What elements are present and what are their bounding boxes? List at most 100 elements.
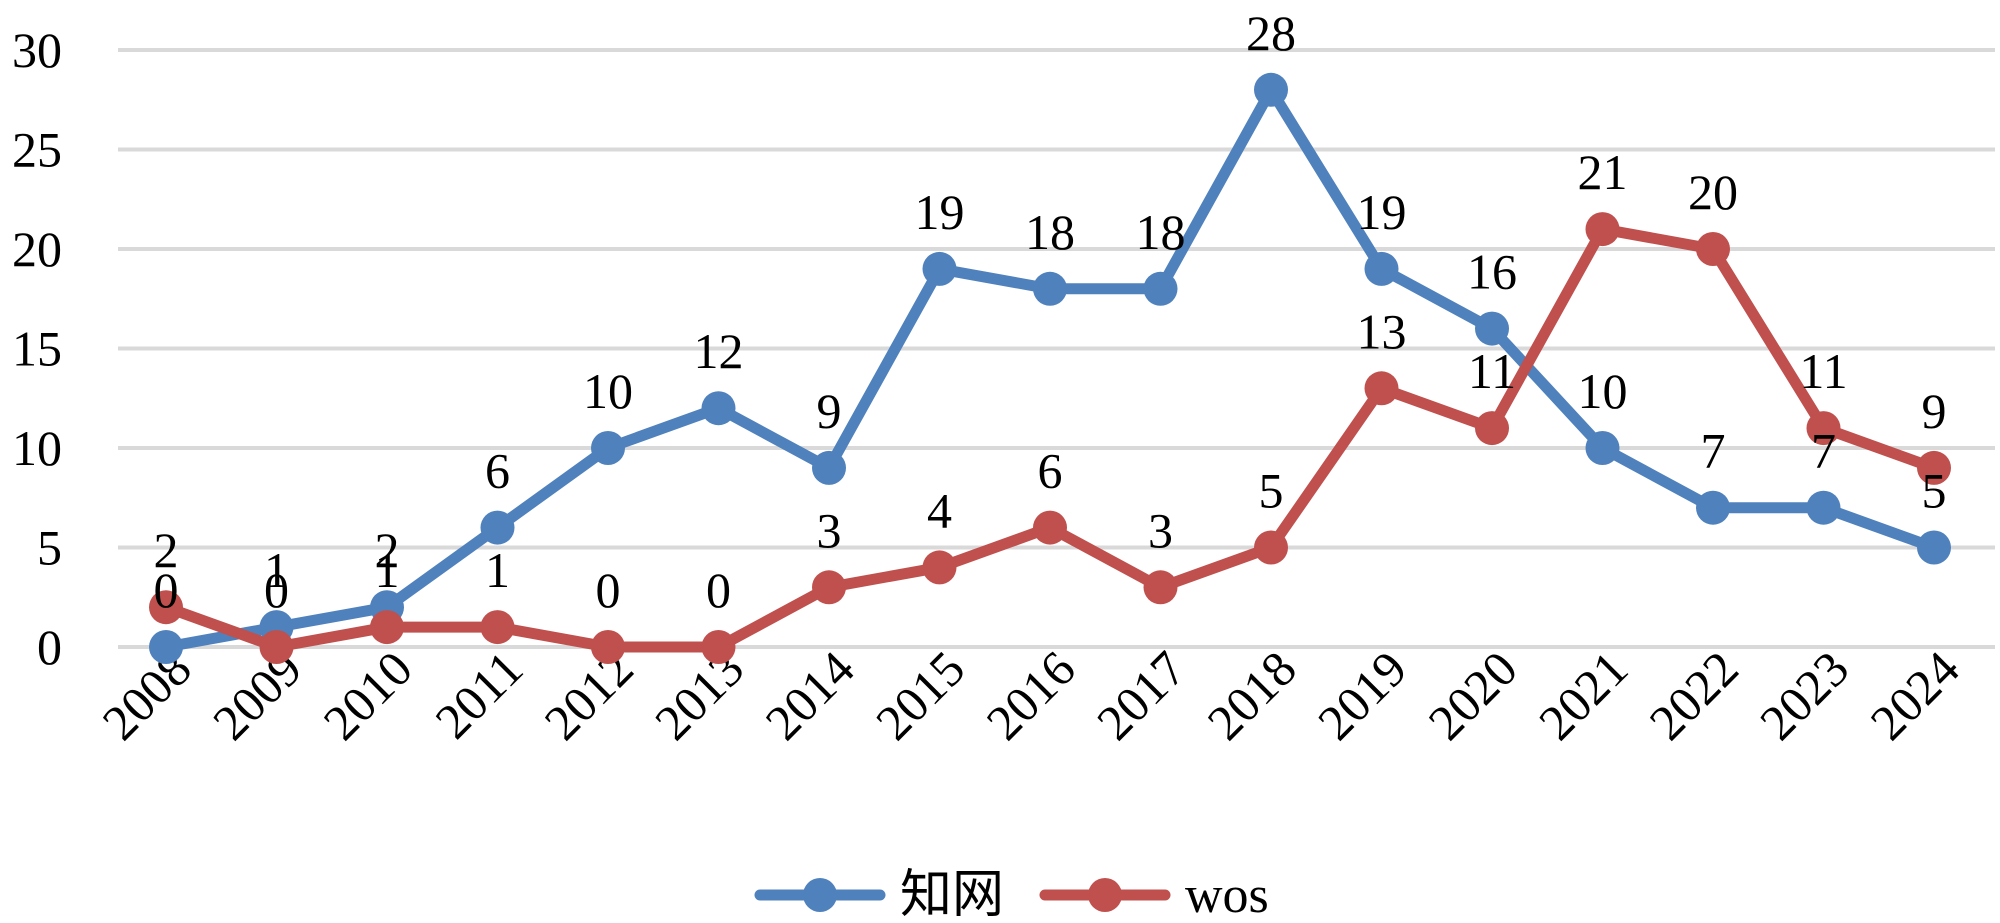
data-point-wos <box>1033 510 1067 545</box>
data-label-zhiwang: 18 <box>1136 204 1186 260</box>
y-tick-label: 5 <box>37 520 62 576</box>
data-point-zhiwang <box>1254 72 1288 107</box>
data-point-zhiwang <box>1364 251 1399 286</box>
data-label-wos: 13 <box>1357 303 1407 359</box>
y-tick-label: 20 <box>12 221 62 277</box>
data-point-wos <box>259 630 294 664</box>
legend-label-zhiwang: 知网 <box>900 867 1004 923</box>
y-tick-label: 10 <box>12 420 62 476</box>
data-point-zhiwang <box>812 450 846 485</box>
series <box>149 72 1951 664</box>
data-point-wos <box>480 610 515 645</box>
x-tick-label: 2017 <box>1086 640 1196 750</box>
data-point-wos <box>1254 530 1288 565</box>
data-point-wos <box>1806 411 1841 446</box>
data-point-zhiwang <box>701 391 736 426</box>
x-tick-label: 2022 <box>1638 640 1748 750</box>
data-label-zhiwang: 5 <box>1922 463 1947 519</box>
data-point-zhiwang <box>922 251 957 286</box>
data-label-zhiwang: 2 <box>375 522 400 578</box>
data-label-wos: 2 <box>154 522 179 578</box>
data-label-wos: 0 <box>264 562 289 618</box>
series-wos <box>149 212 1951 664</box>
data-label-zhiwang: 28 <box>1246 5 1296 61</box>
data-point-zhiwang <box>480 510 515 545</box>
data-point-wos <box>701 630 736 664</box>
data-label-zhiwang: 9 <box>817 383 842 439</box>
x-tick-label: 2012 <box>533 640 643 750</box>
data-point-wos <box>1143 570 1178 605</box>
data-point-wos <box>1475 411 1509 446</box>
data-label-wos: 5 <box>1259 463 1284 519</box>
legend-marker-wos <box>1088 878 1122 912</box>
data-point-wos <box>370 610 404 645</box>
series-line-zhiwang <box>160 84 1940 653</box>
y-tick-label: 30 <box>12 22 62 78</box>
x-tick-label: 2010 <box>312 640 422 750</box>
legend-label-wos: wos <box>1185 867 1269 923</box>
data-label-zhiwang: 12 <box>694 323 744 379</box>
data-point-wos <box>1364 371 1399 406</box>
legend-marker-zhiwang <box>803 878 837 912</box>
x-tick-label: 2015 <box>865 640 975 750</box>
data-label-wos: 11 <box>1799 343 1847 399</box>
data-label-zhiwang: 10 <box>1578 363 1628 419</box>
data-label-wos: 4 <box>927 482 952 538</box>
data-label-wos: 1 <box>485 542 510 598</box>
data-label-wos: 9 <box>1922 383 1947 439</box>
data-label-zhiwang: 18 <box>1025 204 1075 260</box>
data-point-zhiwang <box>1917 530 1951 565</box>
data-label-zhiwang: 7 <box>1701 423 1726 479</box>
data-point-wos <box>149 590 183 625</box>
data-label-zhiwang: 10 <box>583 363 633 419</box>
data-label-zhiwang: 1 <box>264 542 289 598</box>
data-label-wos: 3 <box>817 502 842 558</box>
data-point-zhiwang <box>1806 490 1841 525</box>
x-tick-label: 2016 <box>975 640 1085 750</box>
y-tick-label: 25 <box>12 122 62 178</box>
y-tick-label: 15 <box>12 321 62 377</box>
grid <box>118 48 1995 649</box>
x-tick-label: 2023 <box>1749 640 1859 750</box>
x-tick-label: 2009 <box>202 640 312 750</box>
data-label-zhiwang: 16 <box>1467 244 1517 300</box>
x-tick-label: 2019 <box>1307 640 1417 750</box>
y-axis: 0 5 10 15 20 25 30 <box>12 22 62 675</box>
x-tick-label: 2011 <box>424 640 533 749</box>
data-label-wos: 1 <box>375 542 400 598</box>
data-label-wos: 21 <box>1578 144 1628 200</box>
data-label-wos: 6 <box>1038 443 1063 499</box>
data-point-zhiwang <box>1696 490 1730 525</box>
data-point-zhiwang <box>1143 271 1178 306</box>
x-tick-label: 2021 <box>1528 640 1638 750</box>
x-tick-label: 2014 <box>754 640 864 750</box>
data-label-wos: 20 <box>1688 164 1738 220</box>
data-point-zhiwang <box>149 630 183 664</box>
data-label-zhiwang: 7 <box>1811 423 1836 479</box>
data-point-wos <box>1696 232 1730 266</box>
data-point-zhiwang <box>1033 271 1067 306</box>
data-point-wos <box>591 630 625 664</box>
data-point-wos <box>1917 450 1951 485</box>
data-label-wos: 3 <box>1148 502 1173 558</box>
data-label-wos: 0 <box>706 562 731 618</box>
data-label-zhiwang: 0 <box>154 562 179 618</box>
y-tick-label: 0 <box>37 619 62 675</box>
legend-item-zhiwang: 知网 <box>754 867 1004 923</box>
data-label-zhiwang: 19 <box>1357 184 1407 240</box>
x-tick-label: 2024 <box>1859 640 1969 750</box>
series-zhiwang <box>149 72 1951 664</box>
x-axis: 2008 2009 2010 2011 2012 2013 2014 2015 2016 2017… <box>91 640 1969 750</box>
data-point-zhiwang <box>1585 431 1620 465</box>
data-label-zhiwang: 19 <box>915 184 965 240</box>
data-label-wos: 0 <box>596 562 621 618</box>
legend: 知网 wos <box>754 867 1269 923</box>
data-point-zhiwang <box>1475 311 1509 346</box>
data-label-zhiwang: 6 <box>485 443 510 499</box>
x-tick-label: 2020 <box>1417 640 1527 750</box>
data-point-wos <box>1585 212 1620 247</box>
x-tick-label: 2013 <box>644 640 754 750</box>
x-tick-label: 2008 <box>91 640 201 750</box>
